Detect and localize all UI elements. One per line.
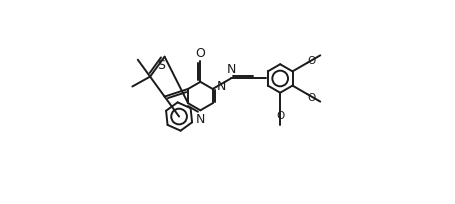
- Text: O: O: [308, 56, 316, 66]
- Text: O: O: [308, 92, 316, 102]
- Text: N: N: [217, 80, 226, 93]
- Text: N: N: [227, 62, 237, 75]
- Text: O: O: [196, 47, 205, 60]
- Text: N: N: [196, 112, 205, 125]
- Text: S: S: [157, 59, 165, 72]
- Text: O: O: [276, 110, 284, 120]
